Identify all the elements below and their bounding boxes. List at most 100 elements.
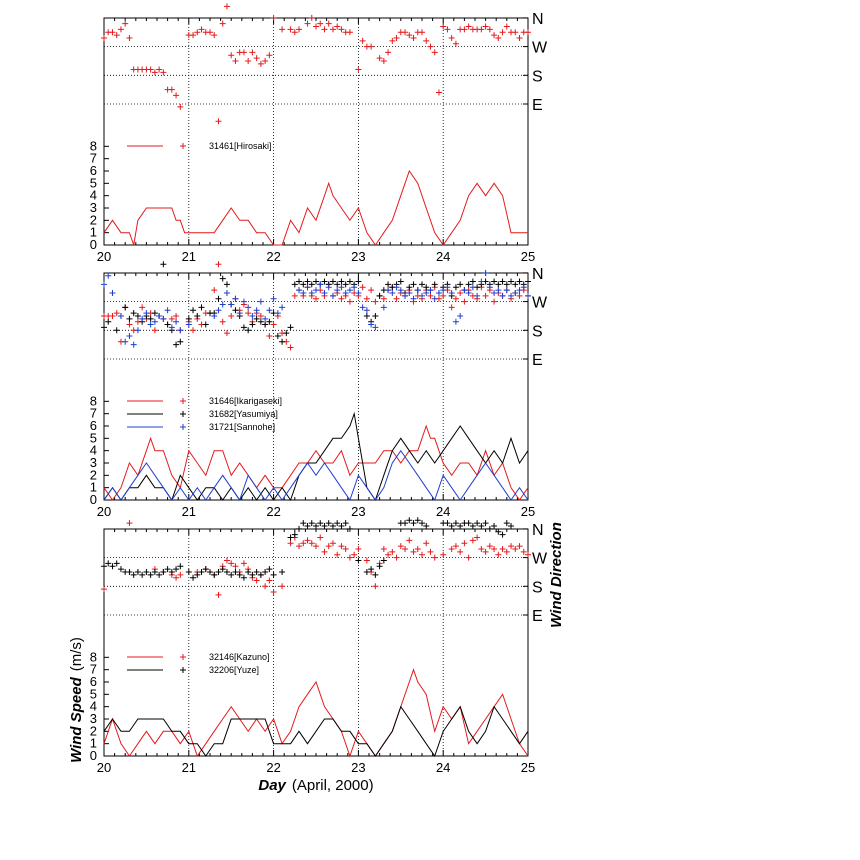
direction-point (414, 545, 421, 552)
direction-point (499, 545, 506, 552)
direction-point (393, 295, 400, 302)
direction-point (440, 23, 447, 30)
direction-point (406, 32, 413, 39)
legend-marker (180, 398, 186, 404)
direction-point (448, 523, 455, 530)
direction-tick-label: S (532, 579, 543, 596)
direction-point (389, 37, 396, 44)
direction-point (270, 589, 277, 596)
direction-point (190, 327, 197, 334)
direction-point (465, 281, 472, 288)
direction-point (198, 568, 205, 575)
direction-point (300, 520, 307, 527)
direction-point (380, 557, 387, 564)
direction-point (300, 289, 307, 296)
speed-line (103, 449, 529, 502)
direction-point (334, 520, 341, 527)
legend-marker (180, 411, 186, 417)
direction-point (495, 528, 502, 535)
direction-point (207, 568, 213, 575)
direction-point (474, 292, 481, 299)
direction-point (279, 338, 286, 345)
direction-point (190, 32, 197, 39)
direction-point (478, 545, 485, 552)
direction-point (117, 312, 124, 319)
panel-frame (103, 272, 529, 501)
direction-point (287, 344, 294, 351)
direction-point (202, 566, 209, 573)
direction-point (270, 14, 277, 21)
direction-point (525, 278, 531, 285)
direction-point (130, 571, 137, 578)
direction-tick-label: S (532, 323, 543, 340)
y-axis-label-main: Wind Speed (68, 676, 85, 763)
direction-point (457, 523, 464, 530)
direction-point (317, 520, 324, 527)
direction-point (419, 520, 425, 527)
speed-tick-label: 6 (90, 163, 97, 178)
direction-point (300, 281, 307, 288)
direction-point (385, 281, 392, 288)
direction-point (427, 292, 434, 299)
direction-point (410, 281, 417, 288)
direction-point (313, 295, 319, 302)
direction-point (105, 272, 112, 279)
direction-point (482, 520, 489, 527)
direction-point (486, 525, 493, 532)
legend-label: 31721[Sannohe] (209, 422, 275, 432)
direction-point (262, 321, 269, 328)
speed-tick-label: 7 (90, 662, 97, 677)
direction-point (287, 534, 294, 541)
direction-point (372, 298, 379, 305)
x-tick-label: 23 (351, 760, 365, 775)
direction-point (359, 37, 366, 44)
direction-point (414, 287, 421, 294)
direction-point (368, 287, 375, 294)
direction-tick-label: N (532, 11, 544, 28)
series-1: 32146[Kazuno] (101, 520, 531, 758)
direction-point (478, 26, 485, 33)
direction-point (300, 540, 307, 547)
direction-point (296, 287, 303, 294)
direction-point (257, 298, 264, 305)
direction-point (321, 289, 328, 296)
direction-tick-label: W (532, 295, 548, 312)
direction-point (525, 551, 531, 558)
direction-point (109, 289, 116, 296)
direction-point (351, 284, 358, 291)
direction-point (346, 287, 353, 294)
direction-point (262, 568, 269, 575)
direction-point (363, 557, 370, 564)
speed-tick-label: 3 (90, 455, 97, 470)
direction-point (304, 523, 311, 530)
speed-tick-label: 8 (90, 393, 97, 408)
direction-point (147, 571, 154, 578)
speed-tick-label: 4 (90, 188, 97, 203)
direction-point (448, 34, 455, 41)
direction-point (355, 278, 362, 285)
speed-tick-label: 3 (90, 711, 97, 726)
direction-point (291, 292, 298, 299)
direction-point (512, 281, 519, 288)
direction-point (279, 304, 286, 311)
direction-point (215, 568, 222, 575)
direction-point (296, 525, 303, 532)
direction-point (363, 568, 370, 575)
direction-point (457, 312, 464, 319)
direction-point (190, 574, 197, 581)
direction-point (491, 278, 498, 285)
speed-tick-label: 4 (90, 699, 97, 714)
direction-point (393, 284, 400, 291)
direction-point (325, 284, 332, 291)
direction-point (431, 295, 438, 302)
direction-point (190, 307, 197, 314)
direction-point (334, 551, 341, 558)
direction-point (266, 307, 273, 314)
direction-point (270, 571, 277, 578)
direction-point (423, 37, 430, 44)
x-tick-label: 21 (182, 760, 196, 775)
direction-point (423, 289, 430, 296)
direction-point (372, 324, 379, 331)
direction-point (232, 57, 239, 64)
